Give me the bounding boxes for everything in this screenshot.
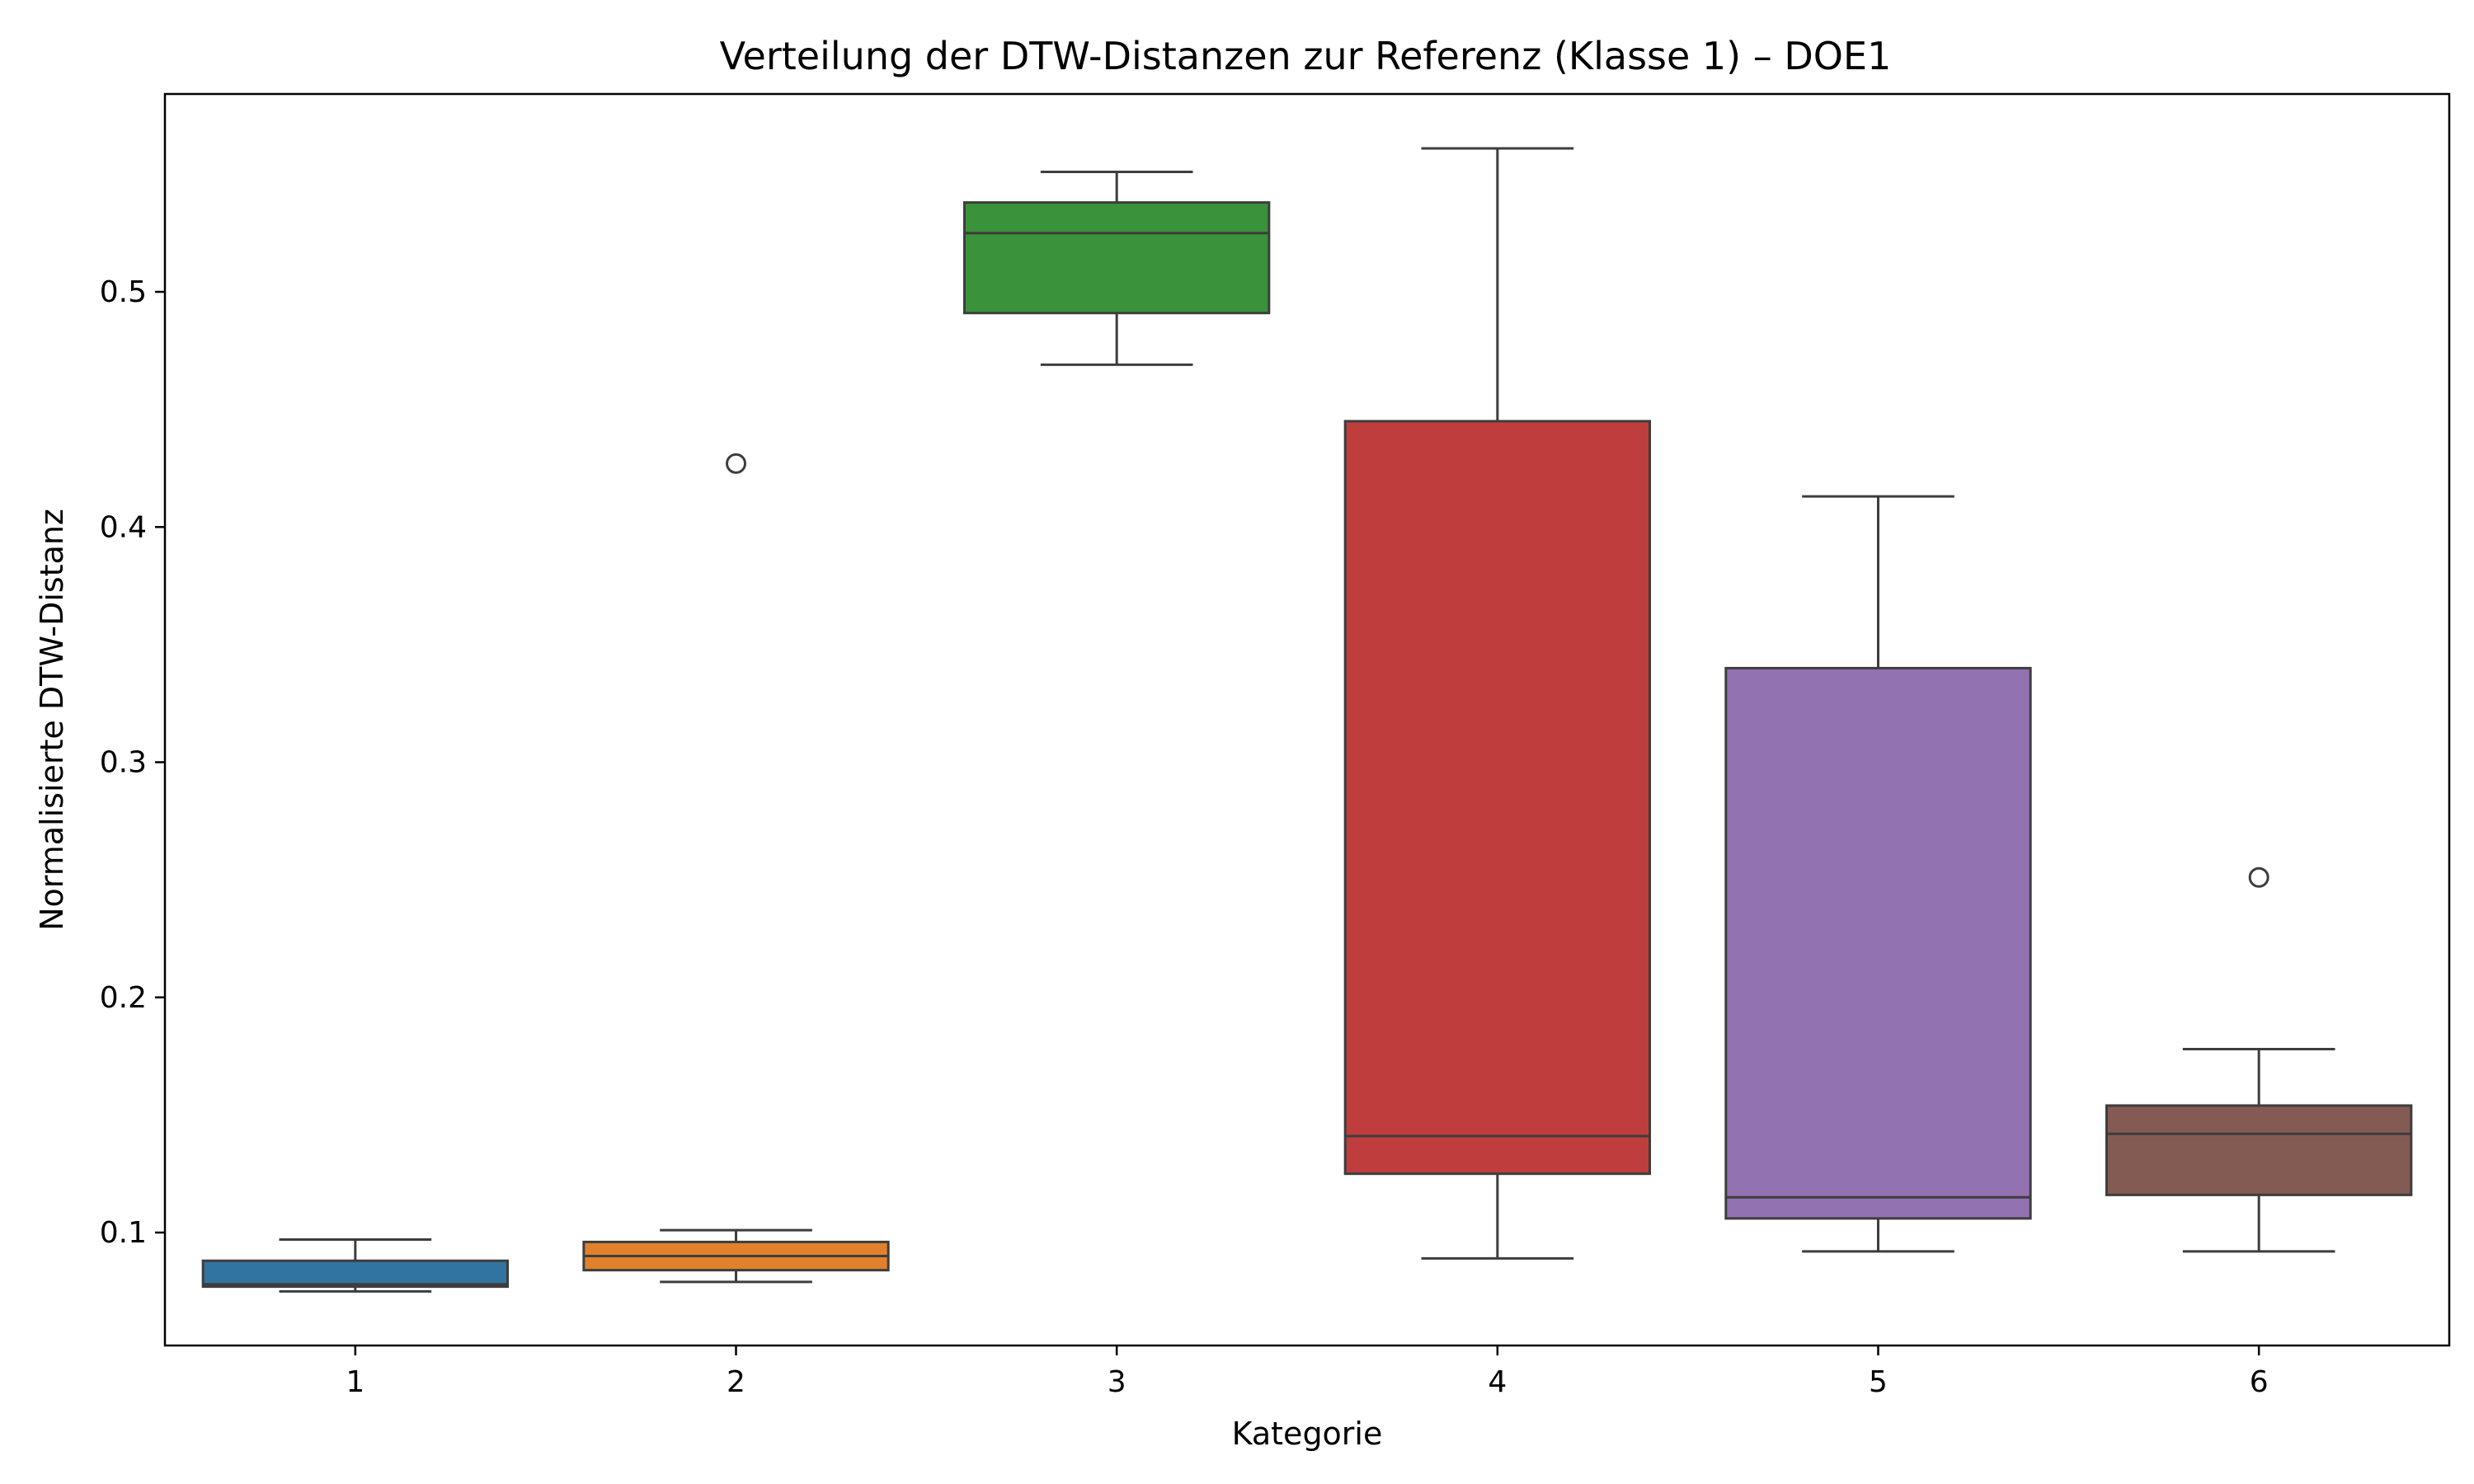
box-3 [963,201,1271,315]
box-6 [2105,1104,2413,1196]
y-axis: 0.1 0.2 0.3 0.4 0.5 [100,275,165,1250]
x-tick-label-2: 2 [727,1365,745,1399]
plot-marks [201,147,2413,1293]
y-tick-label-0.1: 0.1 [100,1216,147,1250]
outlier-6-0 [2248,866,2269,888]
x-tick-label-6: 6 [2250,1365,2269,1399]
box-group-6 [2105,866,2413,1253]
y-tick-label-0.4: 0.4 [100,510,147,544]
y-tick-label-0.2: 0.2 [100,981,147,1015]
outlier-2-0 [726,453,746,474]
box-group-2 [582,453,890,1284]
box-4 [1343,420,1651,1176]
chart-title: Verteilung der DTW-Distanzen zur Referen… [720,34,1892,78]
plot-frame [163,92,2451,1347]
x-axis: 1 2 3 4 5 6 [346,1345,2269,1399]
y-tick-label-0.3: 0.3 [100,746,147,780]
y-axis-label: Normalisierte DTW-Distanz [34,509,70,931]
box-group-1 [201,1238,510,1293]
x-tick-label-1: 1 [346,1365,365,1399]
x-axis-label: Kategorie [1232,1416,1383,1452]
y-tick-label-0.5: 0.5 [100,275,147,309]
x-tick-label-4: 4 [1488,1365,1507,1399]
box-1 [201,1259,510,1289]
box-5 [1724,666,2032,1220]
box-group-5 [1724,495,2032,1253]
x-tick-label-3: 3 [1108,1365,1126,1399]
x-tick-label-5: 5 [1869,1365,1888,1399]
box-group-3 [963,171,1271,366]
box-group-4 [1343,147,1651,1260]
